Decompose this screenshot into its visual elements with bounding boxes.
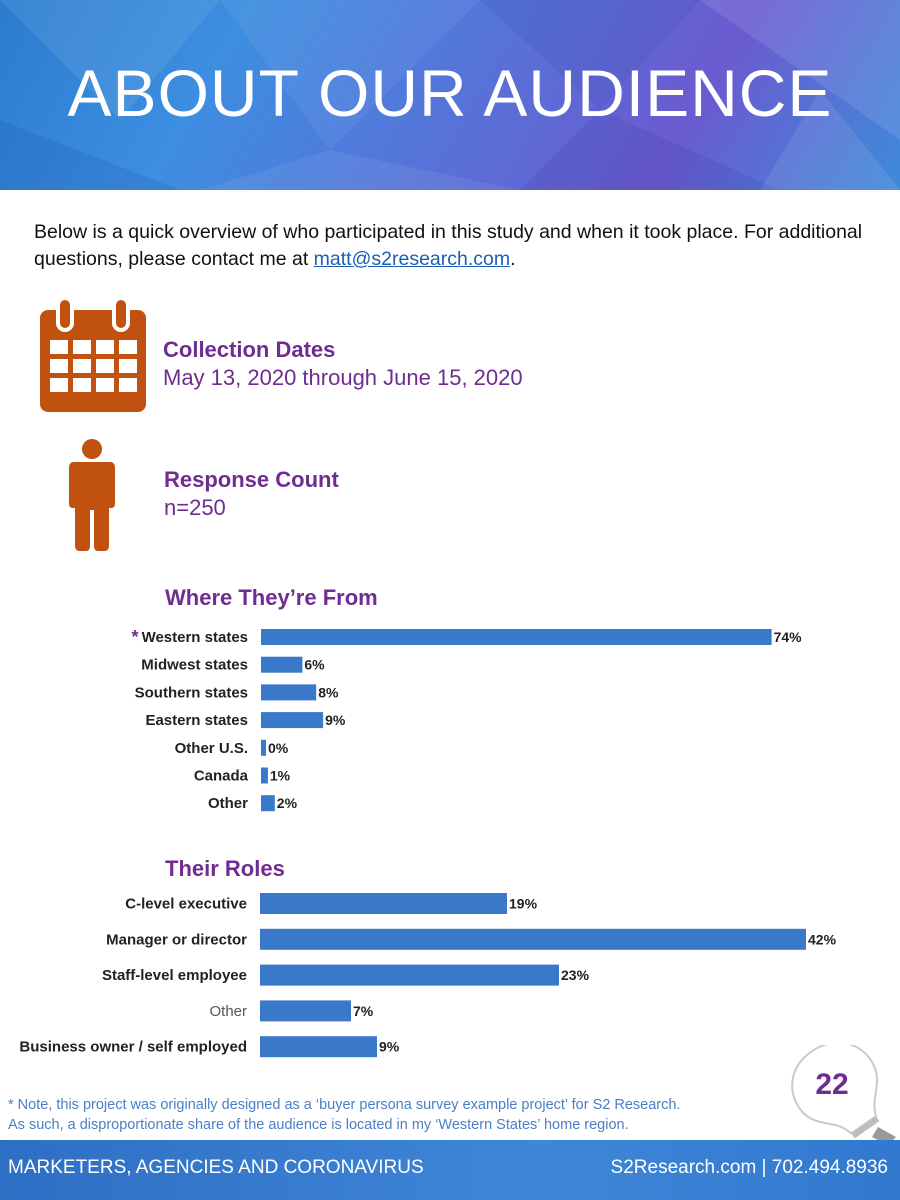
- locations-bar-chart: Western states* 74% Midwest states 6% Southe…: [132, 627, 803, 812]
- category-label: Business owner / self employed: [19, 1039, 247, 1056]
- bar: [260, 964, 559, 986]
- chart-title-locations: Where They’re From: [165, 585, 378, 610]
- data-label: 9%: [325, 712, 346, 728]
- data-label: 6%: [304, 657, 325, 673]
- asterisk-marker: *: [132, 627, 139, 647]
- banner-background: [0, 0, 900, 190]
- calendar-icon: [40, 298, 146, 412]
- bar: [261, 767, 268, 784]
- page-number: 22: [815, 1068, 849, 1101]
- category-label: C-level executive: [125, 896, 247, 913]
- category-label: Western states: [142, 629, 248, 646]
- category-label: Staff-level employee: [102, 967, 247, 984]
- bar: [261, 629, 772, 645]
- response-count-value: n=250: [164, 495, 226, 520]
- category-label: Other: [208, 795, 248, 812]
- data-label: 7%: [353, 1003, 374, 1019]
- intro-text-end: .: [510, 248, 516, 270]
- person-icon: [69, 439, 115, 551]
- category-label: Midwest states: [141, 657, 248, 674]
- header-banner: ABOUT OUR AUDIENCE: [0, 0, 900, 190]
- data-label: 2%: [277, 795, 298, 811]
- category-label: Eastern states: [145, 712, 248, 729]
- category-label: Other: [209, 1003, 247, 1020]
- footnote-line-2: As such, a disproportionate share of the…: [8, 1117, 629, 1133]
- intro-text: Below is a quick overview of who partici…: [34, 221, 863, 270]
- data-label: 1%: [270, 768, 291, 784]
- response-count-label: Response Count: [164, 467, 339, 492]
- data-label: 0%: [268, 740, 289, 756]
- category-label: Southern states: [135, 684, 248, 701]
- page-title: ABOUT OUR AUDIENCE: [67, 56, 833, 130]
- footer-report-title: MARKETERS, AGENCIES AND CORONAVIRUS: [8, 1157, 424, 1178]
- footnote-line-1: * Note, this project was originally desi…: [8, 1097, 681, 1113]
- footer-contact: S2Research.com | 702.494.8936: [610, 1157, 888, 1178]
- footnote: * Note, this project was originally desi…: [8, 1095, 788, 1135]
- data-label: 19%: [509, 896, 538, 912]
- category-label: Manager or director: [106, 931, 247, 948]
- data-label: 8%: [318, 684, 339, 700]
- bar: [261, 684, 317, 701]
- category-label: Other U.S.: [175, 740, 248, 757]
- data-label: 23%: [561, 967, 590, 983]
- bar: [261, 795, 275, 812]
- chart-title-roles: Their Roles: [165, 856, 285, 881]
- data-label: 74%: [774, 629, 803, 645]
- bar: [261, 712, 324, 729]
- category-label: Canada: [194, 768, 249, 785]
- collection-dates-value: May 13, 2020 through June 15, 2020: [163, 365, 523, 390]
- collection-dates-label: Collection Dates: [163, 337, 336, 362]
- footer-bar: MARKETERS, AGENCIES AND CORONAVIRUS S2Re…: [0, 1140, 900, 1200]
- intro-paragraph: Below is a quick overview of who partici…: [34, 219, 874, 273]
- lightbulb-icon: [791, 1045, 896, 1145]
- roles-bar-chart: C-level executive 19% Manager or director 4…: [19, 893, 837, 1058]
- bar: [260, 1036, 377, 1058]
- bar: [261, 739, 266, 756]
- bar: [260, 893, 507, 914]
- data-label: 9%: [379, 1039, 400, 1055]
- bar: [260, 928, 806, 950]
- contact-email-link[interactable]: matt@s2research.com: [313, 248, 511, 270]
- data-label: 42%: [808, 931, 837, 947]
- bar: [260, 1000, 351, 1022]
- bar: [261, 656, 303, 673]
